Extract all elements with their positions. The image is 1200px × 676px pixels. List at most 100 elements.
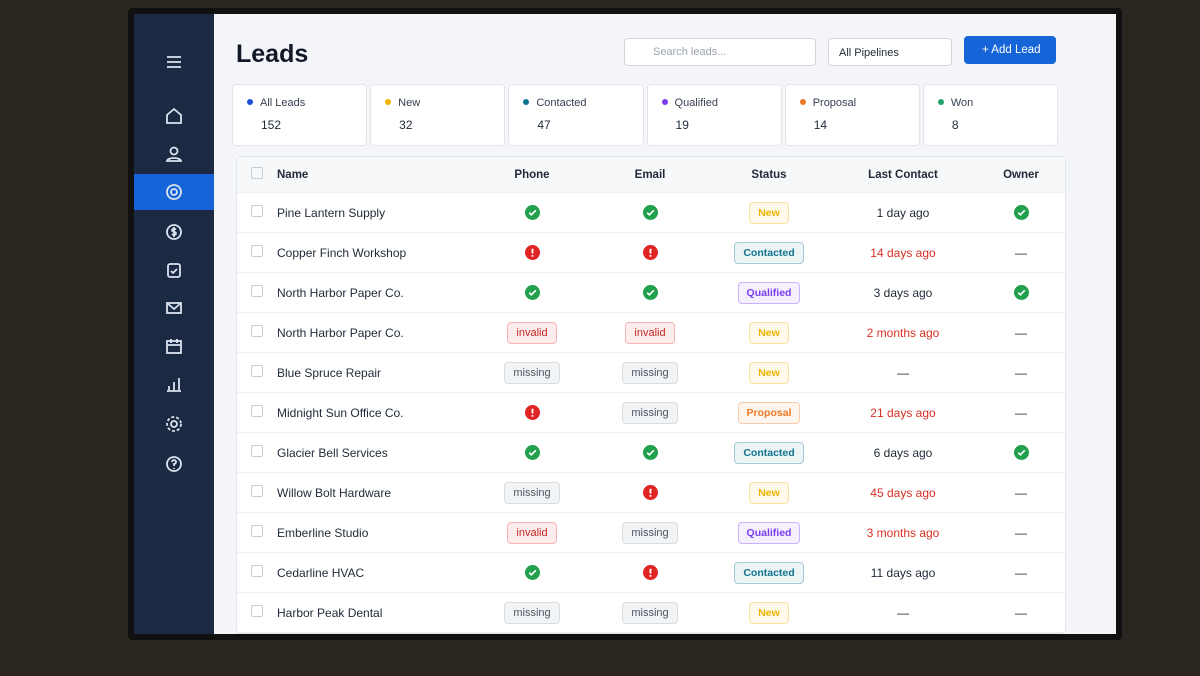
last-contact: 3 months ago (866, 525, 940, 540)
stat-dot (247, 99, 253, 105)
phone-cell: invalid (473, 521, 591, 544)
table-row[interactable]: Pine Lantern Supply New 1 day ago (237, 193, 1065, 233)
cell (237, 605, 277, 620)
table-row[interactable]: Blue Spruce Repair missing missing New — — (237, 353, 1065, 393)
stat-value: 47 (537, 118, 551, 132)
check-icon (524, 445, 540, 461)
lead-name: North Harbor Paper Co. (277, 285, 404, 300)
table-row[interactable]: Cedarline HVAC Contacted 11 days ago — (237, 553, 1065, 593)
nav-settings[interactable] (134, 406, 214, 442)
check-icon (642, 285, 658, 301)
phone-tag: missing (504, 601, 560, 624)
email-cell (591, 205, 709, 221)
owner-text: — (1015, 405, 1027, 420)
checkbox[interactable] (251, 167, 263, 179)
owner-cell (977, 205, 1065, 221)
stat-card[interactable]: New 32 (370, 84, 506, 146)
column-header: Email (634, 168, 666, 181)
lead-name: Cedarline HVAC (277, 565, 365, 580)
lead-name: Harbor Peak Dental (277, 605, 383, 620)
phone-tag: invalid (507, 321, 557, 344)
owner-cell: — (977, 246, 1065, 260)
add-lead-button[interactable]: + Add Lead (964, 36, 1056, 64)
nav-help[interactable] (134, 446, 214, 482)
status-cell: New (709, 361, 829, 384)
stat-card[interactable]: Contacted 47 (508, 84, 644, 146)
phone-tag: missing (504, 361, 560, 384)
table-row[interactable]: North Harbor Paper Co. invalid invalid New 2… (237, 313, 1065, 353)
nav-home[interactable] (134, 98, 214, 134)
cell (237, 205, 277, 220)
owner-text: — (1015, 325, 1027, 340)
stat-label-row: Contacted (523, 97, 628, 109)
check-icon (642, 445, 658, 461)
check-icon (1013, 205, 1029, 221)
checkbox[interactable] (251, 605, 263, 617)
stat-value: 8 (951, 118, 959, 132)
stat-label: Won (950, 97, 974, 109)
phone-cell (473, 205, 591, 221)
nav-contacts[interactable] (134, 136, 214, 172)
nav-mail[interactable] (134, 290, 214, 326)
email-cell (591, 485, 709, 501)
nav-leads[interactable] (134, 174, 214, 210)
lead-name: Willow Bolt Hardware (277, 485, 392, 500)
nav-calendar[interactable] (134, 328, 214, 364)
phone-cell: missing (473, 361, 591, 384)
nav-tasks[interactable] (134, 252, 214, 288)
table-row[interactable]: Glacier Bell Services Contacted 6 days ago (237, 433, 1065, 473)
email-cell (591, 445, 709, 461)
table-row[interactable]: North Harbor Paper Co. Qualified 3 days ag… (237, 273, 1065, 313)
phone-cell: missing (473, 481, 591, 504)
checkbox[interactable] (251, 525, 263, 537)
status-tag: Proposal (737, 401, 801, 424)
nav-reports[interactable] (134, 366, 214, 402)
checkbox[interactable] (251, 325, 263, 337)
status-cell: Proposal (709, 401, 829, 424)
stat-label-row: Proposal (799, 97, 905, 109)
checkbox[interactable] (251, 205, 263, 217)
owner-text: — (1015, 365, 1027, 380)
table-row[interactable]: Emberline Studio invalid missing Qualified 3… (237, 513, 1065, 553)
table-row[interactable]: Midnight Sun Office Co. missing Proposal 21… (237, 393, 1065, 433)
cell (237, 445, 277, 460)
status-cell: New (709, 201, 829, 224)
checkbox[interactable] (251, 365, 263, 377)
checkbox[interactable] (251, 245, 263, 257)
nav-deals[interactable] (134, 214, 214, 250)
lead-name: Glacier Bell Services (277, 445, 388, 460)
stat-card[interactable]: All Leads 152 (232, 84, 368, 146)
email-cell: missing (591, 401, 709, 424)
table-row[interactable]: Harbor Peak Dental missing missing New — — (237, 593, 1065, 633)
checkbox[interactable] (251, 445, 263, 457)
cell (237, 245, 277, 260)
checkbox[interactable] (251, 485, 263, 497)
error-icon (642, 565, 658, 581)
table-row[interactable]: Willow Bolt Hardware missing New 45 days ag… (237, 473, 1065, 513)
menu-icon[interactable] (134, 44, 214, 80)
stat-value: 32 (399, 118, 413, 132)
status-tag: New (749, 201, 789, 224)
checkbox[interactable] (251, 285, 263, 297)
stat-card[interactable]: Proposal 14 (784, 84, 920, 146)
table-row[interactable]: Copper Finch Workshop Contacted 14 days ag… (237, 233, 1065, 273)
pipeline-select[interactable]: All Pipelines (828, 38, 952, 66)
email-cell (591, 565, 709, 581)
lead-name: Midnight Sun Office Co. (277, 405, 404, 420)
status-tag: New (749, 601, 789, 624)
column-header: Name (277, 168, 309, 181)
checkbox[interactable] (251, 405, 263, 417)
lead-name: North Harbor Paper Co. (277, 325, 404, 340)
stat-card[interactable]: Won 8 (922, 84, 1059, 146)
stat-dot (937, 99, 944, 105)
email-cell (591, 245, 709, 261)
stat-label: Contacted (536, 97, 587, 109)
search-input[interactable]: Search leads... (624, 38, 816, 66)
email-tag: invalid (625, 321, 675, 344)
email-cell: missing (591, 521, 709, 544)
cell (237, 365, 277, 380)
stat-card[interactable]: Qualified 19 (646, 84, 782, 146)
phone-cell: missing (473, 601, 591, 624)
email-tag: missing (622, 601, 678, 624)
checkbox[interactable] (251, 565, 263, 577)
